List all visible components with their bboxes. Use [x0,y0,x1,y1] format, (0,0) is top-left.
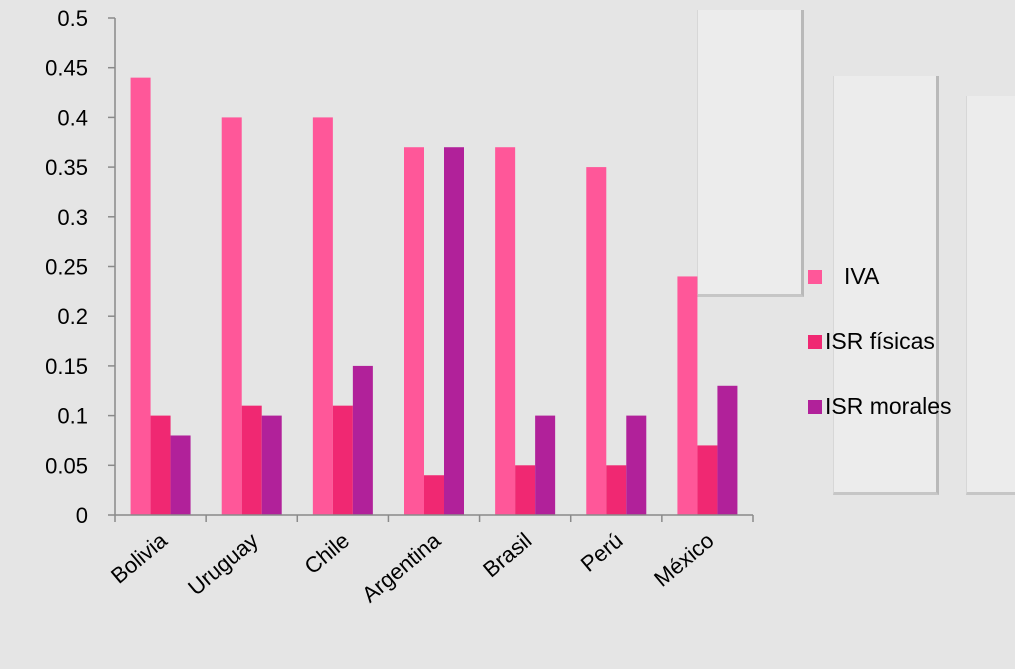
legend-label: ISR morales [825,393,952,419]
legend-label: ISR físicas [825,328,935,354]
y-tick-label: 0.45 [45,56,88,81]
decorative-panel [697,10,804,297]
bar-isr-físicas-argentina [424,475,444,515]
y-tick-label: 0.15 [45,354,88,379]
bar-iva-bolivia [130,77,151,515]
bar-iva-perú [586,167,607,515]
y-tick-label: 0 [76,503,88,528]
y-tick-label: 0.4 [57,105,88,130]
bar-iva-uruguay [221,117,242,516]
bar-isr-físicas-brasil [515,465,536,515]
x-tick-label: Bolivia [106,527,172,588]
bar-iva-brasil [495,147,516,515]
x-tick-label: México [649,528,718,592]
bar-iva-argentina [404,147,424,515]
decorative-panel [966,96,1015,495]
decorative-panel [833,76,939,495]
bar-isr-morales-bolivia [170,435,191,515]
y-tick-label: 0.05 [45,453,88,478]
bar-isr-morales-uruguay [261,415,282,515]
x-tick-label: Brasil [478,528,536,583]
legend-swatch-iva [808,269,822,284]
bar-isr-morales-perú [626,415,647,515]
bar-isr-morales-chile [352,365,373,515]
legend-label: IVA [844,263,880,289]
bar-isr-morales-méxico [717,385,738,515]
bar-iva-chile [312,117,333,516]
y-tick-label: 0.1 [57,404,88,429]
legend-item: IVA [808,263,879,290]
bar-isr-físicas-uruguay [241,405,262,515]
y-tick-label: 0.25 [45,255,88,280]
bar-isr-físicas-bolivia [150,415,171,515]
y-tick-label: 0.5 [57,6,88,31]
bar-isr-morales-argentina [444,147,464,515]
legend-swatch-isr-fisicas [808,334,822,349]
y-tick-label: 0.3 [57,205,88,230]
bar-isr-físicas-perú [606,465,627,515]
legend-item: ISR físicas [808,328,935,355]
legend-item: ISR morales [808,393,952,420]
y-tick-label: 0.35 [45,155,88,180]
bar-isr-físicas-méxico [697,445,718,515]
bar-iva-méxico [677,276,698,515]
y-tick-label: 0.2 [57,304,88,329]
bar-isr-morales-brasil [535,415,556,515]
x-tick-label: Perú [576,528,628,577]
x-tick-label: Chile [300,528,354,579]
x-tick-label: Argentina [357,527,446,607]
x-tick-label: Uruguay [183,528,263,601]
bar-isr-físicas-chile [332,405,353,515]
legend-swatch-isr-morales [808,399,822,414]
